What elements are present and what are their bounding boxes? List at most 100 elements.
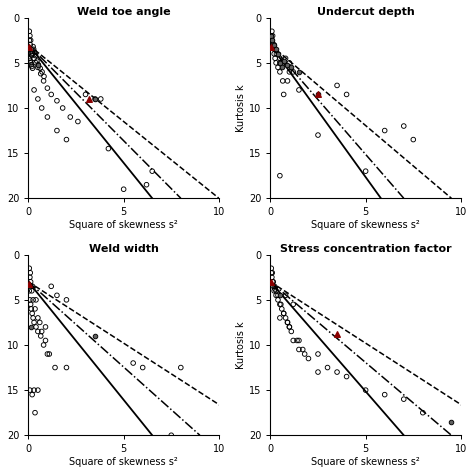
Point — [267, 269, 275, 276]
Point — [333, 368, 341, 376]
Point — [27, 59, 35, 67]
Point — [26, 32, 34, 39]
Point — [34, 328, 42, 335]
Point — [27, 46, 35, 53]
Point — [91, 332, 99, 340]
Point — [271, 55, 279, 62]
Point — [274, 296, 282, 304]
Point — [268, 27, 276, 35]
Point — [35, 61, 42, 68]
Point — [267, 278, 275, 286]
Point — [30, 386, 38, 394]
Point — [36, 64, 44, 72]
Point — [59, 104, 66, 112]
Point — [282, 55, 290, 62]
Point — [27, 41, 34, 49]
Point — [27, 269, 34, 276]
Point — [29, 64, 36, 72]
Point — [267, 32, 275, 39]
Point — [276, 292, 283, 299]
Point — [447, 418, 455, 426]
Point — [381, 391, 389, 399]
Point — [381, 127, 389, 134]
Title: Weld toe angle: Weld toe angle — [77, 7, 171, 17]
Point — [276, 59, 283, 67]
Point — [284, 61, 292, 68]
Point — [267, 264, 275, 272]
Point — [267, 32, 275, 39]
Point — [273, 50, 280, 58]
Point — [42, 323, 49, 331]
Point — [31, 48, 38, 56]
Point — [270, 287, 278, 295]
Point — [284, 77, 292, 85]
Point — [284, 319, 292, 326]
Point — [63, 296, 70, 304]
Point — [272, 59, 280, 67]
Point — [295, 337, 303, 344]
Point — [28, 52, 36, 59]
Title: Weld width: Weld width — [89, 244, 159, 254]
Point — [277, 301, 284, 308]
Point — [271, 285, 279, 293]
Point — [29, 50, 36, 58]
Point — [27, 61, 35, 68]
Point — [29, 43, 37, 50]
Point — [272, 287, 280, 295]
Point — [26, 264, 33, 272]
Point — [27, 57, 34, 65]
Point — [270, 41, 278, 49]
Point — [333, 330, 341, 338]
Point — [362, 386, 369, 394]
Point — [314, 368, 322, 376]
Point — [47, 283, 55, 290]
Point — [37, 332, 45, 340]
Point — [148, 167, 156, 175]
X-axis label: Square of skewness s²: Square of skewness s² — [311, 220, 420, 230]
Point — [268, 36, 276, 44]
Point — [34, 61, 42, 68]
Title: Stress concentration factor: Stress concentration factor — [280, 244, 451, 254]
Point — [271, 283, 278, 290]
Point — [82, 91, 89, 98]
Point — [27, 301, 35, 308]
Point — [269, 283, 277, 290]
Point — [28, 310, 36, 317]
Point — [280, 57, 287, 65]
Point — [177, 364, 184, 371]
Point — [282, 314, 290, 322]
Point — [26, 55, 33, 62]
Point — [91, 95, 99, 103]
Point — [63, 136, 70, 143]
Point — [27, 46, 35, 53]
Point — [40, 77, 47, 85]
Point — [27, 323, 35, 331]
Point — [63, 364, 70, 371]
Point — [290, 337, 297, 344]
Point — [274, 292, 282, 299]
Point — [29, 283, 36, 290]
Point — [91, 95, 99, 103]
Point — [280, 310, 287, 317]
Point — [26, 296, 34, 304]
Point — [286, 323, 293, 331]
Point — [282, 292, 290, 299]
Point — [270, 50, 278, 58]
Point — [44, 350, 51, 358]
Point — [314, 91, 322, 98]
Point — [29, 296, 37, 304]
Point — [295, 68, 303, 76]
Point — [419, 409, 427, 417]
Point — [269, 32, 276, 39]
Point — [270, 41, 278, 49]
Point — [290, 68, 297, 76]
Point — [276, 301, 283, 308]
X-axis label: Square of skewness s²: Square of skewness s² — [69, 220, 178, 230]
Point — [44, 113, 51, 121]
Point — [33, 57, 41, 65]
Point — [314, 91, 322, 98]
Point — [280, 91, 287, 98]
Point — [27, 50, 35, 58]
Point — [269, 278, 276, 286]
Point — [295, 346, 303, 353]
